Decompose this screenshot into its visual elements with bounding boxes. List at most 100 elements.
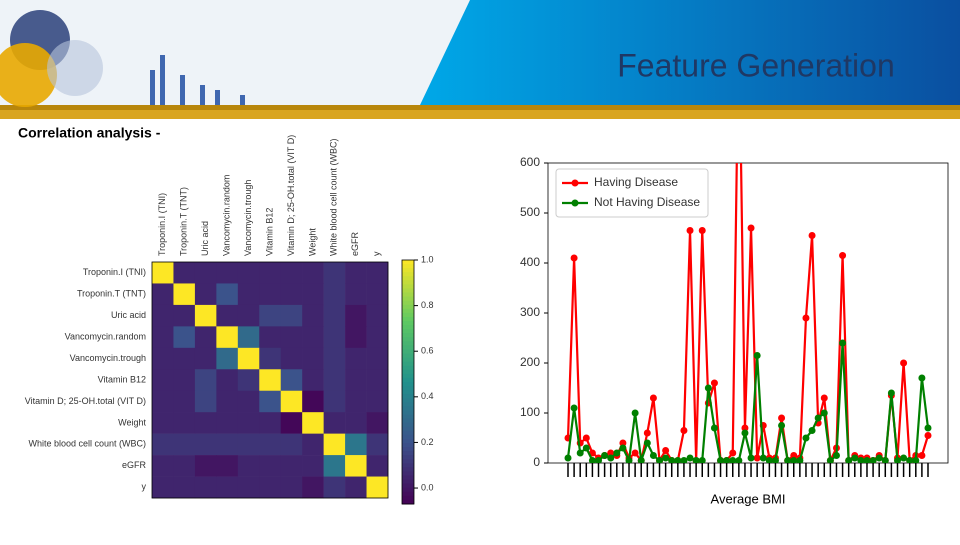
point (832, 452, 840, 459)
colorbar-tick-label: 0.8 (421, 300, 434, 310)
colorbar-segment (402, 495, 414, 501)
point (698, 227, 706, 234)
point (814, 414, 822, 422)
x-tick-label: Troponin.T (TNT) (179, 187, 189, 256)
colorbar-segment (402, 410, 414, 416)
heat-cell (173, 390, 196, 413)
heat-cell (194, 283, 217, 306)
y-tick-label: y (142, 482, 147, 492)
heat-cell (194, 390, 217, 413)
heat-cell (237, 476, 260, 499)
point (857, 457, 865, 463)
colorbar-segment (402, 272, 414, 277)
colorbar-segment (402, 288, 414, 294)
heat-cell (366, 283, 389, 306)
colorbar-segment (402, 341, 414, 346)
heat-cell (302, 347, 324, 370)
heat-cell (237, 262, 260, 284)
legend-label: Not Having Disease (594, 195, 700, 209)
colorbar-segment (402, 418, 414, 424)
heat-cell (345, 326, 367, 349)
point (875, 454, 883, 462)
point (753, 454, 761, 462)
colorbar-segment (402, 276, 414, 281)
deco-circle (0, 43, 57, 107)
colorbar-segment (402, 455, 414, 460)
y-tick-label: Weight (118, 417, 146, 427)
heat-cell (194, 347, 217, 370)
point (564, 454, 572, 462)
heat-cell (259, 412, 282, 434)
heat-cell (152, 455, 174, 477)
y-tick-label: 400 (520, 255, 540, 269)
point (588, 457, 596, 463)
heat-cell (259, 347, 282, 370)
colorbar-segment (402, 382, 414, 387)
heat-cell (259, 262, 282, 284)
colorbar-segment (402, 304, 414, 310)
plot-frame (547, 162, 949, 464)
heat-cell (194, 433, 217, 456)
colorbar-segment (402, 402, 414, 407)
colorbar-segment (402, 499, 414, 505)
colorbar-segment (402, 471, 414, 477)
x-tick-label: White blood cell count (WBC) (329, 138, 339, 256)
heat-cell (302, 283, 324, 306)
colorbar-segment (402, 447, 414, 452)
point (790, 457, 798, 463)
colorbar-segment (402, 394, 414, 399)
heat-cell (194, 412, 217, 434)
point (686, 227, 694, 234)
heat-cell (366, 369, 389, 392)
colorbar-segment (402, 479, 414, 485)
point (698, 457, 706, 463)
point (649, 394, 657, 402)
point (631, 409, 639, 417)
heat-cell (302, 390, 324, 413)
colorbar-frame (401, 259, 415, 505)
slide-title: Feature Generation (617, 47, 895, 83)
colorbar-segment (402, 487, 414, 493)
x-tick-label: eGFR (350, 231, 360, 256)
heat-cell (280, 390, 303, 413)
colorbar-segment (402, 264, 414, 269)
colorbar-segment (402, 325, 414, 330)
colorbar-segment (402, 467, 414, 472)
heat-cell (173, 304, 196, 327)
colorbar-segment (402, 390, 414, 395)
heat-cell (323, 390, 346, 413)
heat-cell (152, 347, 174, 370)
heat-cell (302, 326, 324, 349)
heat-cell (366, 455, 389, 477)
legend-label: Having Disease (594, 175, 678, 189)
colorbar-segment (402, 316, 414, 322)
colorbar-segment (402, 329, 414, 334)
heat-cell (345, 369, 367, 392)
heat-cell (323, 455, 346, 477)
point (607, 454, 615, 462)
point (619, 444, 627, 452)
colorbar-segment (402, 406, 414, 411)
point (747, 454, 755, 462)
colorbar-segment (402, 398, 414, 403)
colorbar-segment (402, 345, 414, 350)
colorbar-segment (402, 308, 414, 314)
colorbar-segment (402, 373, 414, 379)
heat-cell (323, 433, 346, 456)
heat-cell (216, 369, 239, 392)
heat-cell (173, 412, 196, 434)
point (802, 314, 810, 322)
heat-cell (173, 283, 196, 306)
heat-cell (323, 283, 346, 306)
point (820, 409, 828, 417)
subtitle: Correlation analysis - (18, 125, 161, 141)
point (747, 224, 755, 232)
point (704, 384, 712, 392)
colorbar-segment (402, 463, 414, 468)
point (893, 457, 901, 463)
point (881, 457, 889, 463)
heat-cell (173, 476, 196, 499)
heat-cell (216, 455, 239, 477)
colorbar-segment (402, 361, 414, 367)
heat-cell (237, 369, 260, 392)
